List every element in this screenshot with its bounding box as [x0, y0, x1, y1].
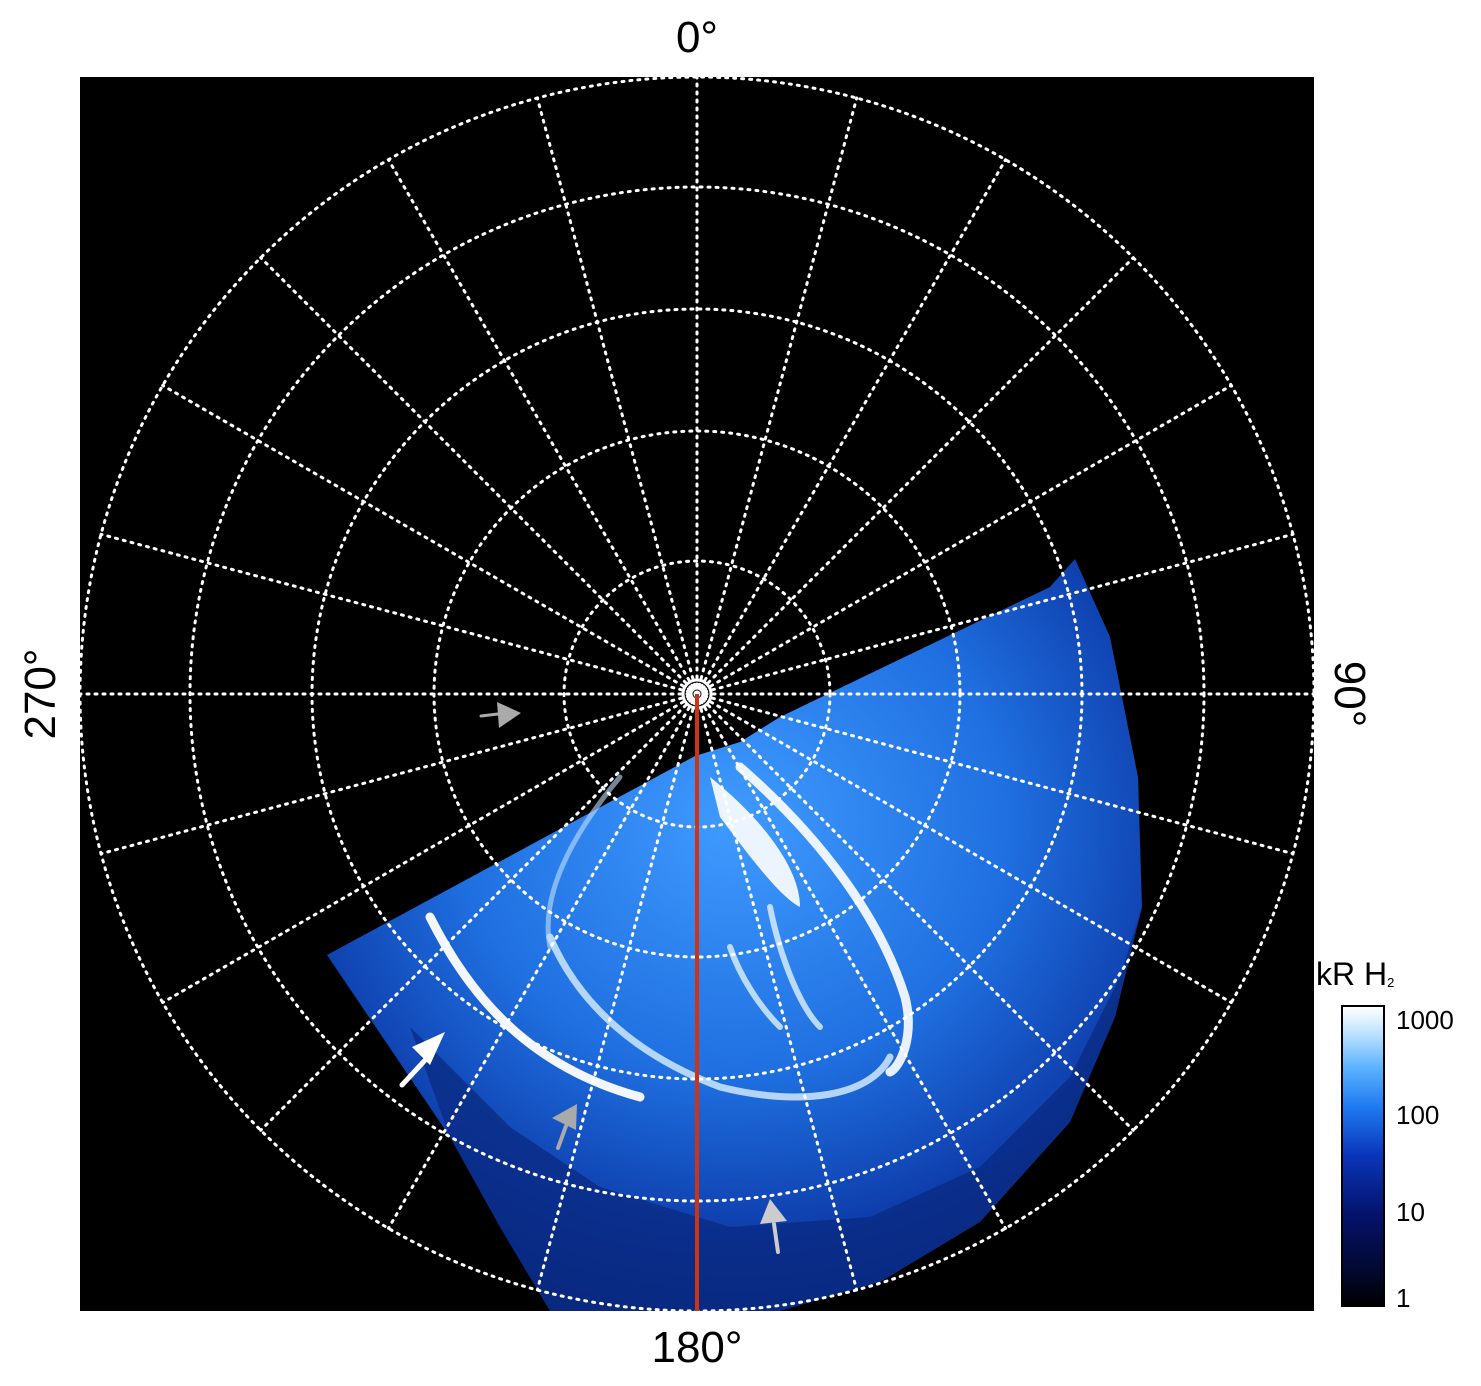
longitude-label-90: 90°: [1325, 660, 1374, 728]
colorbar-tick: 1: [1396, 1283, 1411, 1313]
meridian-line: [387, 692, 699, 1230]
meridian-line: [695, 158, 1007, 696]
meridian-line: [99, 532, 699, 696]
white-arrow: [399, 1032, 445, 1088]
meridian-line: [695, 692, 1135, 1132]
grey-arrow: [760, 1199, 787, 1254]
meridian-line: [695, 692, 1007, 1230]
polar-emission-patch: [710, 777, 800, 907]
meridian-line: [535, 96, 699, 696]
main-auroral-oval-south: [546, 933, 894, 1101]
colorbar-title: kR H2: [1316, 958, 1394, 990]
meridian-line: [695, 692, 1295, 856]
grey-arrow: [479, 702, 521, 728]
meridian-line: [99, 692, 699, 856]
meridian-line: [695, 532, 1295, 696]
meridian-line: [161, 384, 699, 696]
meridian-line: [535, 692, 699, 1292]
meridian-line: [161, 692, 699, 1004]
colorbar: [1341, 1005, 1385, 1307]
aurora-emission-region: [327, 559, 1142, 1311]
meridian-line: [695, 256, 1135, 696]
colorbar-tick: 100: [1396, 1100, 1440, 1130]
aurora-outer-band: [410, 907, 1142, 1311]
colorbar-tick: 1000: [1396, 1005, 1454, 1035]
colorbar-title-text: kR H: [1316, 956, 1388, 992]
meridian-line: [695, 692, 1233, 1004]
meridian-line: [259, 692, 699, 1132]
grey-arrow: [552, 1104, 577, 1150]
dawn-arc: [545, 774, 623, 950]
main-auroral-oval-east: [735, 762, 913, 1077]
main-auroral-oval: [425, 912, 645, 1102]
longitude-grid: [80, 77, 1314, 1292]
colorbar-tick: 10: [1396, 1197, 1425, 1227]
meridian-line: [259, 256, 699, 696]
meridian-line: [387, 158, 699, 696]
polar-projection-image: [80, 77, 1314, 1311]
aurora-map: [80, 77, 1314, 1311]
longitude-label-0: 0°: [675, 13, 719, 62]
meridian-line: [695, 692, 859, 1292]
meridian-line: [695, 96, 859, 696]
meridian-line: [695, 384, 1233, 696]
longitude-label-180: 180°: [651, 1323, 743, 1372]
longitude-label-270: 270°: [16, 648, 65, 740]
colorbar-title-subscript: 2: [1387, 975, 1395, 990]
